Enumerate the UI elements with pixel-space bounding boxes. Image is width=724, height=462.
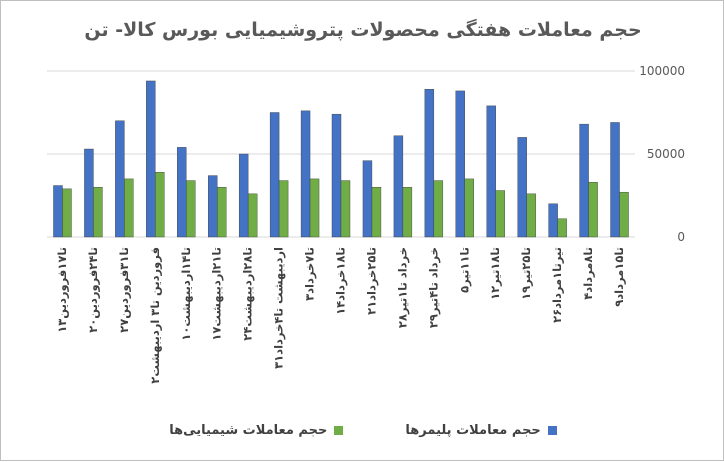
bar-polymers xyxy=(455,90,465,238)
legend-swatch-chemicals xyxy=(334,426,344,435)
x-tick-label: ۳۱اردیبهشت تا۴خرداد xyxy=(272,247,286,369)
bar-polymers xyxy=(362,160,373,238)
legend-label-polymers: حجم معاملات پلیمرها xyxy=(405,423,541,438)
x-tick-label: ۲فروردین تا۳ اردیبهشت xyxy=(148,247,163,384)
bar-chemicals xyxy=(402,186,413,238)
x-tick-label: ۱۴تا۱۸خرداد xyxy=(334,247,348,315)
x-tick-label: ۴تا۸مرداد xyxy=(581,247,595,300)
x-tick-label: ۳تا۷خرداد xyxy=(303,247,317,301)
bar-polymers xyxy=(300,110,311,238)
x-tick-label: ۱۷تا۲۱اردیبهشت xyxy=(210,247,224,341)
bar-chemicals xyxy=(186,180,196,238)
bar-polymers xyxy=(84,148,94,238)
y-tick-label: 100000 xyxy=(639,64,685,78)
bar-polymers xyxy=(486,105,496,238)
y-tick-label: 0 xyxy=(677,230,685,244)
x-tick-label: ۱۹تا۲۵تیر xyxy=(519,247,533,300)
x-tick-label: ۲۴تا۲۸اردیبهشت xyxy=(241,247,255,341)
bar-polymers xyxy=(238,153,249,238)
bar-chemicals xyxy=(433,180,444,238)
bar-chemicals xyxy=(309,178,320,238)
bar-chemicals xyxy=(619,191,629,238)
bar-polymers xyxy=(393,135,404,238)
bar-polymers xyxy=(610,122,620,238)
bar-polymers xyxy=(579,123,589,238)
x-tick-label: ۹تا۱۵مرداد xyxy=(612,247,626,307)
x-tick-label: ۲۷تا۳۱فروردین xyxy=(117,247,132,333)
bar-polymers xyxy=(517,137,527,238)
bar-polymers xyxy=(115,120,125,238)
bar-chemicals xyxy=(155,172,165,238)
bar-polymers xyxy=(269,112,280,238)
bar-chemicals xyxy=(557,218,567,238)
x-tick-label: ۱۰تا۱۴اردیبهشت xyxy=(179,247,193,341)
x-tick-label: ۱۲تا۱۸تیر xyxy=(488,247,502,300)
bar-chemicals xyxy=(371,186,382,238)
bar-chemicals xyxy=(62,188,72,238)
bar-polymers xyxy=(53,185,63,238)
legend-item-chemicals: حجم معاملات شیمیایی‌ها xyxy=(169,423,344,438)
x-tick-label: ۲۶تیرتا۱مرداد xyxy=(550,247,564,323)
x-tick-label: ۲۰تا۲۴فروردین xyxy=(86,247,101,333)
legend-label-chemicals: حجم معاملات شیمیایی‌ها xyxy=(169,423,328,438)
bar-chemicals xyxy=(340,180,351,238)
bar-chemicals xyxy=(247,193,258,238)
bar-polymers xyxy=(208,175,218,238)
bar-polymers xyxy=(177,147,187,238)
x-tick-label: ۱۳تا۱۷فروردین xyxy=(55,247,70,333)
bar-polymers xyxy=(331,113,342,238)
bar-polymers xyxy=(548,203,558,238)
x-tick-label: ۲۸خرداد تا۱تیر xyxy=(395,247,409,328)
x-tick-label: ۵تا۱۱تیر xyxy=(457,247,471,293)
bar-chemicals xyxy=(464,178,474,238)
chart-title: حجم معاملات هفتگی محصولات پتروشیمیایی بو… xyxy=(84,19,642,41)
y-tick-label: 50000 xyxy=(647,147,685,161)
bar-chemicals xyxy=(588,182,598,238)
bar-chemicals xyxy=(495,190,505,238)
legend-item-polymers: حجم معاملات پلیمرها xyxy=(405,423,557,438)
bar-chemicals xyxy=(278,180,289,238)
bar-chemicals xyxy=(526,193,536,238)
x-tick-label: ۲۱تا۲۵خرداد xyxy=(364,247,378,315)
bar-polymers xyxy=(424,89,435,238)
x-tick-label: ۲۹خرداد تا۴تیر xyxy=(426,247,440,328)
bar-chemicals xyxy=(217,186,227,238)
bar-chemicals xyxy=(93,186,103,238)
bar-polymers xyxy=(146,80,156,238)
legend-swatch-polymers xyxy=(547,426,557,435)
bar-chemicals xyxy=(124,178,134,238)
chart-legend: حجم معاملات پلیمرها حجم معاملات شیمیایی‌… xyxy=(1,423,724,438)
